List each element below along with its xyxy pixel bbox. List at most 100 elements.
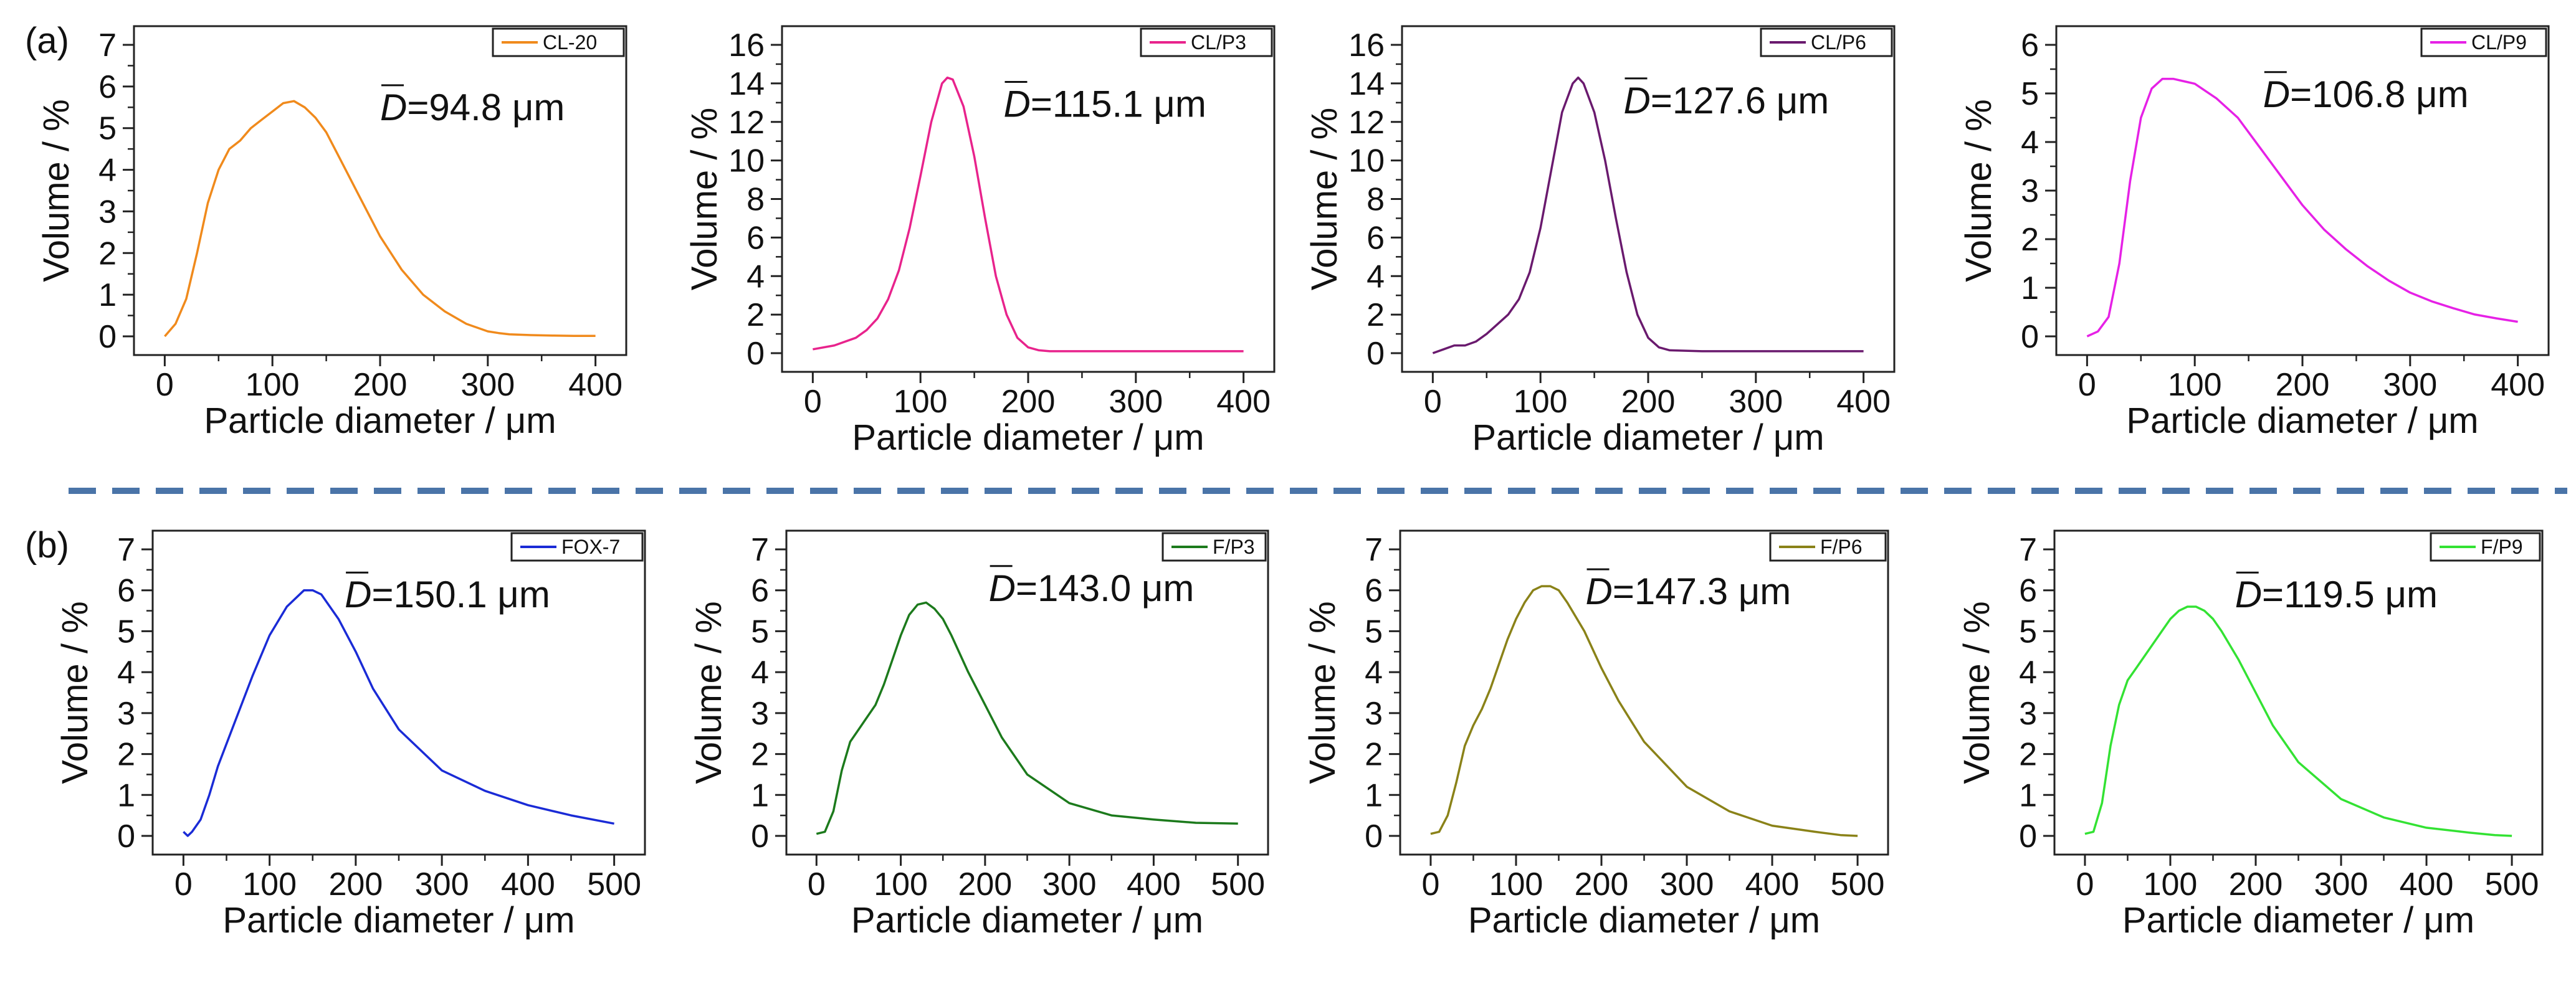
series-line-cl-20 [164, 100, 596, 338]
mean-diameter-symbol: D [989, 567, 1016, 609]
mean-diameter-symbol: D [1004, 83, 1031, 125]
plot-frame [1401, 25, 1896, 373]
y-tick-label: 6 [747, 220, 765, 256]
x-tick-label: 200 [328, 866, 383, 903]
y-tick-label: 2 [2021, 222, 2039, 258]
x-tick-label: 0 [1421, 866, 1439, 903]
y-tick-label: 0 [747, 336, 765, 372]
y-axis-title: Volume / % [36, 99, 77, 282]
y-tick-label: 4 [98, 153, 117, 189]
x-tick-label: 400 [501, 866, 555, 903]
x-tick-label: 300 [2314, 866, 2368, 903]
legend: CL/P9 [2420, 27, 2547, 57]
y-tick-label: 1 [98, 277, 117, 313]
y-tick-label: 7 [1365, 532, 1383, 568]
x-tick-label: 300 [460, 367, 515, 403]
x-tick-label: 400 [1127, 866, 1181, 903]
y-tick-label: 0 [98, 319, 117, 355]
y-axis-title: Volume / % [1302, 601, 1343, 784]
y-tick-label: 0 [1365, 818, 1383, 855]
y-tick-label: 10 [1348, 143, 1385, 179]
x-axis-title: Particle diameter / μm [204, 401, 556, 441]
legend-box [510, 532, 644, 562]
y-axis-title: Volume / % [1304, 108, 1345, 290]
x-axis-title: Particle diameter / μm [2126, 401, 2478, 441]
series-line-f-p3 [816, 601, 1238, 835]
y-tick-label: 6 [98, 69, 117, 105]
legend: FOX-7 [510, 532, 644, 562]
y-tick-label: 6 [1365, 573, 1383, 609]
legend-label: CL/P3 [1191, 31, 1246, 54]
y-tick-label: 4 [747, 258, 765, 295]
x-axis-title: Particle diameter / μm [852, 417, 1204, 458]
mean-diameter-value: =94.8 μm [407, 87, 565, 128]
y-tick-label: 5 [751, 614, 769, 650]
x-tick-label: 300 [1729, 384, 1783, 420]
y-tick-label: 8 [747, 182, 765, 218]
y-tick-label: 0 [2021, 319, 2039, 355]
y-tick-label: 5 [2019, 614, 2037, 650]
y-tick-label: 2 [2019, 737, 2037, 773]
y-tick-label: 7 [98, 27, 117, 64]
legend-label: F/P6 [1820, 536, 1863, 558]
y-axis-title: Volume / % [689, 601, 729, 784]
x-tick-label: 100 [246, 367, 300, 403]
legend-label: CL-20 [543, 31, 597, 54]
x-axis-title: Particle diameter / μm [222, 900, 575, 941]
y-tick-label: 2 [1365, 737, 1383, 773]
y-tick-label: 3 [98, 194, 117, 230]
mean-diameter-value: =119.5 μm [2262, 574, 2438, 615]
x-tick-label: 100 [1489, 866, 1543, 903]
y-tick-label: 5 [2021, 76, 2039, 112]
y-tick-label: 16 [1348, 27, 1385, 64]
x-tick-label: 0 [808, 866, 826, 903]
y-axis-title: Volume / % [1957, 601, 1997, 784]
mean-diameter-annotation: D=150.1 μm [345, 574, 550, 615]
mean-diameter-symbol: D [380, 87, 407, 128]
mean-diameter-value: =150.1 μm [371, 574, 550, 615]
y-tick-label: 2 [1367, 297, 1385, 333]
chart-4: 0 1 2 3 4 5 6 0 100 200 300 400 Particle diameter / … [1958, 25, 2550, 441]
y-tick-label: 7 [751, 532, 769, 568]
x-tick-label: 0 [1424, 384, 1442, 420]
x-tick-label: 500 [1211, 866, 1265, 903]
x-tick-label: 300 [1109, 384, 1163, 420]
legend: F/P9 [2430, 532, 2541, 562]
x-tick-label: 0 [2078, 367, 2096, 403]
mean-diameter-value: =106.8 μm [2290, 73, 2468, 115]
y-tick-label: 4 [2021, 125, 2039, 161]
y-tick-label: 3 [117, 696, 135, 732]
x-tick-label: 400 [1745, 866, 1800, 903]
legend: CL/P6 [1760, 27, 1893, 57]
x-tick-label: 300 [1042, 866, 1097, 903]
y-tick-label: 1 [2019, 777, 2037, 813]
y-tick-label: 4 [751, 655, 769, 691]
x-tick-label: 0 [804, 384, 822, 420]
y-tick-label: 16 [728, 27, 765, 64]
x-tick-label: 300 [415, 866, 469, 903]
legend-label: CL/P6 [1811, 31, 1866, 54]
y-tick-label: 14 [728, 66, 765, 102]
y-tick-label: 1 [117, 777, 135, 813]
y-tick-label: 4 [1365, 655, 1383, 691]
series-line-cl-p6 [1432, 76, 1864, 354]
x-tick-label: 400 [1836, 384, 1891, 420]
y-tick-label: 6 [2021, 27, 2039, 64]
x-tick-label: 100 [2144, 866, 2198, 903]
x-tick-label: 200 [2276, 367, 2330, 403]
mean-diameter-annotation: D=115.1 μm [1004, 83, 1206, 125]
y-tick-label: 6 [1367, 220, 1385, 256]
y-tick-label: 4 [117, 655, 135, 691]
x-tick-label: 200 [2229, 866, 2283, 903]
y-tick-label: 2 [117, 737, 135, 773]
series-line-cl-p9 [2086, 77, 2518, 338]
mean-diameter-annotation: D=119.5 μm [2235, 574, 2438, 615]
y-tick-label: 1 [1365, 777, 1383, 813]
legend-label: FOX-7 [561, 536, 620, 558]
mean-diameter-annotation: D=147.3 μm [1586, 571, 1791, 612]
mean-diameter-annotation: D=127.6 μm [1624, 80, 1829, 121]
y-tick-label: 6 [751, 573, 769, 609]
